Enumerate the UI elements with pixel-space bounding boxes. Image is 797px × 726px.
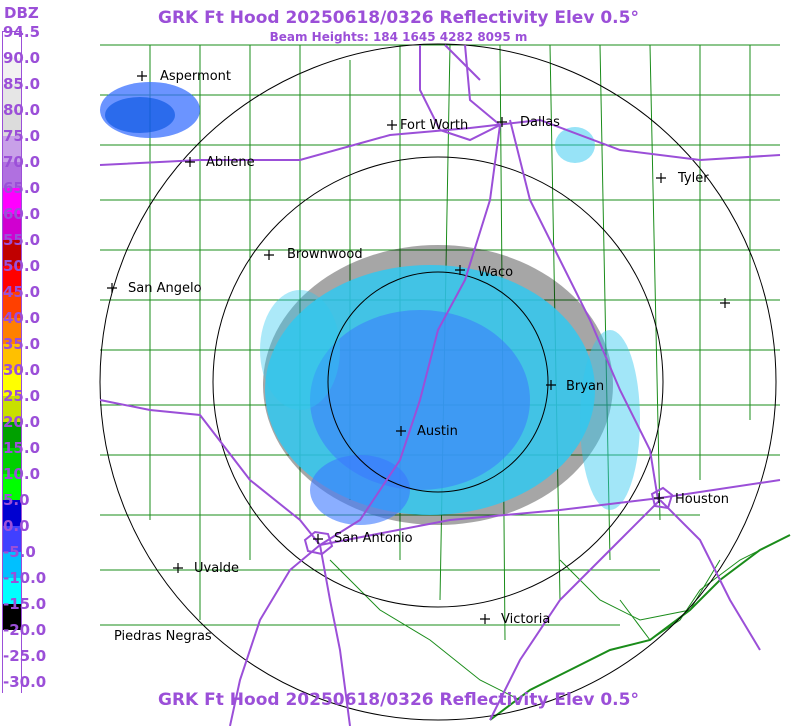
legend-swatch — [3, 84, 21, 110]
legend-swatch — [3, 318, 21, 344]
city-label: Aspermont — [160, 69, 231, 84]
legend-swatch — [3, 630, 21, 656]
legend-label: 10.0 — [3, 465, 41, 483]
legend-label: 20.0 — [3, 413, 41, 431]
legend-label: 30.0 — [3, 361, 41, 379]
legend-swatch — [3, 240, 21, 266]
san-antonio-loop — [303, 530, 334, 556]
beam-heights-subtitle: Beam Heights: 184 1645 4282 8095 m — [269, 30, 528, 44]
city-markers: Aspermont Fort Worth Dallas Abilene Tyler Bro… — [107, 69, 730, 644]
city-marker-icon — [173, 563, 183, 573]
legend-swatch — [3, 422, 21, 448]
legend-swatch — [3, 604, 21, 630]
city-marker-icon — [185, 157, 195, 167]
legend-swatch — [3, 188, 21, 214]
legend-label: -10.0 — [3, 569, 47, 587]
city-label: San Antonio — [334, 531, 413, 546]
legend-swatch — [3, 552, 21, 578]
legend-swatch — [3, 344, 21, 370]
legend-label: 94.5 — [3, 23, 41, 41]
legend-label: 35.0 — [3, 335, 41, 353]
city-label: Fort Worth — [400, 118, 468, 133]
legend-swatch — [3, 32, 21, 58]
city-marker-icon — [654, 493, 664, 503]
legend-swatch — [3, 162, 21, 188]
legend-swatch — [3, 578, 21, 604]
legend-label: 25.0 — [3, 387, 41, 405]
legend-label: 80.0 — [3, 101, 41, 119]
city-label: Uvalde — [194, 561, 239, 576]
legend-label: 70.0 — [3, 153, 41, 171]
legend-label: 15.0 — [3, 439, 41, 457]
houston-loop — [650, 486, 674, 510]
city-label: Tyler — [677, 171, 709, 186]
legend-unit-label: DBZ — [4, 4, 39, 22]
legend-swatch — [3, 58, 21, 84]
legend-swatch — [3, 266, 21, 292]
color-legend — [2, 31, 22, 708]
legend-swatch — [3, 474, 21, 500]
legend-label: 50.0 — [3, 257, 41, 275]
legend-label: 65.0 — [3, 179, 41, 197]
city-marker-icon — [455, 265, 465, 275]
city-marker-icon — [656, 173, 666, 183]
legend-label: 85.0 — [3, 75, 41, 93]
city-marker-icon — [480, 614, 490, 624]
legend-label: 55.0 — [3, 231, 41, 249]
legend-label: 40.0 — [3, 309, 41, 327]
city-label: Austin — [417, 424, 458, 439]
city-marker-icon — [396, 426, 406, 436]
reflectivity-echoes — [100, 82, 640, 525]
coastline — [489, 534, 791, 721]
legend-label: 90.0 — [3, 49, 41, 67]
range-rings — [99, 43, 777, 721]
legend-swatch — [3, 110, 21, 136]
legend-label: 60.0 — [3, 205, 41, 223]
legend-label: 45.0 — [3, 283, 41, 301]
legend-label: -20.0 — [3, 621, 47, 639]
highways — [99, 44, 781, 726]
city-label: Dallas — [520, 115, 560, 130]
city-marker-icon — [546, 380, 556, 390]
city-marker-icon — [313, 534, 323, 544]
page-title: GRK Ft Hood 20250618/0326 Reflectivity E… — [158, 8, 639, 28]
legend-swatch — [3, 370, 21, 396]
city-label: San Angelo — [128, 281, 202, 296]
city-label: Bryan — [566, 379, 604, 394]
legend-swatch — [3, 656, 21, 682]
city-marker-icon — [137, 71, 147, 81]
legend-swatch — [3, 396, 21, 422]
city-label: Piedras Negras — [114, 629, 212, 644]
legend-label: -5.0 — [3, 543, 36, 561]
footer-title: GRK Ft Hood 20250618/0326 Reflectivity E… — [158, 690, 639, 710]
legend-swatch — [3, 136, 21, 162]
legend-swatch — [3, 214, 21, 240]
legend-label: 0.0 — [3, 517, 30, 535]
legend-swatch — [3, 500, 21, 526]
legend-swatch — [3, 526, 21, 552]
city-label: Victoria — [501, 612, 550, 627]
legend-label: 75.0 — [3, 127, 41, 145]
city-label: Abilene — [206, 155, 255, 170]
city-marker-icon — [107, 283, 117, 293]
city-marker-icon — [387, 120, 397, 130]
city-label: Waco — [478, 265, 513, 280]
city-label: Houston — [675, 492, 729, 507]
legend-swatch — [3, 448, 21, 474]
legend-swatch — [3, 292, 21, 318]
legend-label: -15.0 — [3, 595, 47, 613]
legend-swatch — [3, 682, 21, 708]
city-marker-icon — [720, 298, 730, 308]
city-marker-icon — [497, 117, 507, 127]
city-marker-icon — [264, 250, 274, 260]
legend-label: -30.0 — [3, 673, 47, 691]
legend-label: 5.0 — [3, 491, 30, 509]
legend-label: -25.0 — [3, 647, 47, 665]
city-label: Brownwood — [287, 247, 363, 262]
